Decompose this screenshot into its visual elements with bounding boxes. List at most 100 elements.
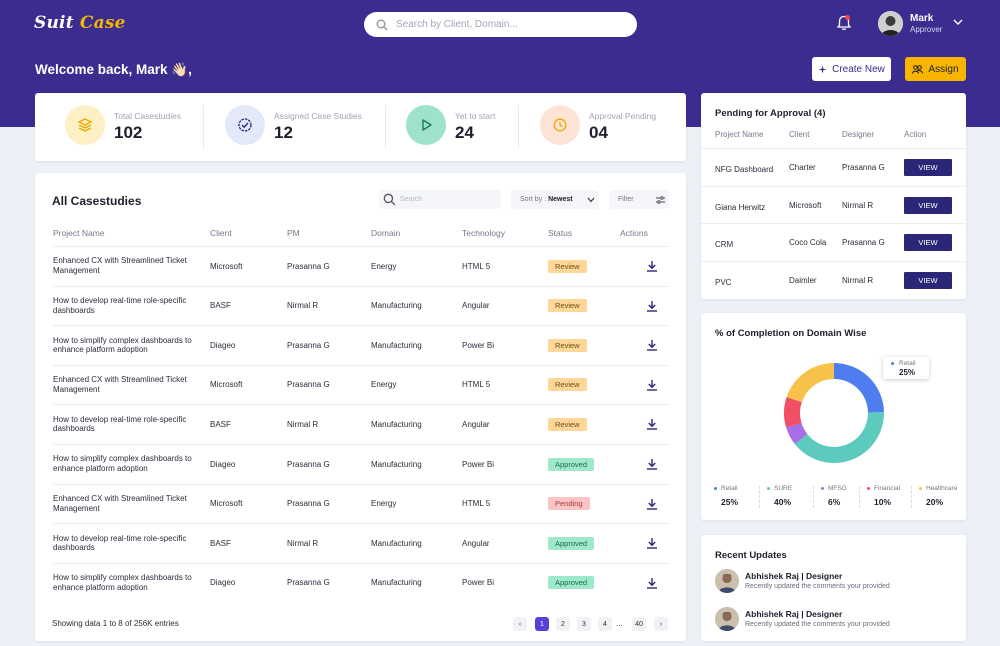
table-row[interactable]: Enhanced CX with Streamlined Ticket Mana… — [52, 246, 669, 286]
table-search-input[interactable] — [400, 196, 495, 203]
technology-cell: Angular — [462, 538, 490, 548]
status-cell: Review — [548, 247, 587, 285]
divider — [385, 105, 386, 149]
status-badge: Review — [548, 378, 587, 392]
avatar — [715, 607, 739, 631]
chart-tooltip: Retail 25% — [883, 357, 929, 379]
page-button-1[interactable]: 1 — [535, 617, 549, 631]
app-logo[interactable]: Suit Case — [34, 13, 126, 33]
update-item[interactable]: Abhishek Raj | Designer Recently updated … — [715, 569, 955, 595]
column-header-technology: Technology — [462, 228, 506, 238]
stat-label: Approval Pending — [589, 111, 657, 121]
domain-completion-chart-card: % of Completion on Domain Wise Retail 25… — [701, 313, 966, 520]
donut-slice-sure[interactable] — [794, 412, 884, 463]
user-role: Approver — [910, 25, 943, 34]
legend-dot — [821, 487, 824, 490]
tooltip-label: Retail — [899, 360, 916, 367]
table-row[interactable]: Enhanced CX with Streamlined Ticket Mana… — [52, 483, 669, 524]
download-icon[interactable] — [646, 379, 658, 391]
search-input[interactable] — [396, 19, 616, 30]
download-icon[interactable] — [646, 339, 658, 351]
donut-chart — [784, 363, 884, 463]
status-cell: Review — [548, 366, 587, 404]
donut-slice-financial[interactable] — [784, 396, 802, 428]
assign-button[interactable]: Assign — [905, 57, 966, 81]
pending-row: PVC Daimler Nirmal R VIEW — [701, 260, 966, 298]
donut-slice-retail[interactable] — [834, 363, 884, 413]
client-cell: Diageo — [210, 340, 236, 350]
table-row[interactable]: How to simplify complex dashboards to en… — [52, 444, 669, 484]
stat-label: Yet to start — [455, 111, 496, 121]
table-row[interactable]: How to develop real-time role-specific d… — [52, 523, 669, 563]
sort-dropdown[interactable]: Sort by : Newest — [511, 190, 599, 209]
pm-cell: Nirmal R — [287, 419, 319, 429]
download-icon[interactable] — [646, 537, 658, 549]
domain-cell: Manufacturing — [371, 419, 422, 429]
donut-slice-healthcare[interactable] — [786, 363, 834, 403]
table-footer-info: Showing data 1 to 8 of 256K entries — [52, 619, 179, 628]
client-cell: Daimler — [789, 275, 817, 285]
view-button[interactable]: VIEW — [904, 196, 952, 214]
page-button-3[interactable]: 3 — [577, 617, 591, 631]
prev-page-button[interactable]: ‹ — [513, 617, 527, 631]
chart-title: % of Completion on Domain Wise — [715, 328, 867, 339]
download-icon[interactable] — [646, 458, 658, 470]
pm-cell: Nirmal R — [287, 301, 319, 311]
stat-total-casestudies: Total Casestudies 102 — [35, 93, 197, 161]
legend-dot — [714, 487, 717, 490]
legend-dot — [767, 487, 770, 490]
stats-panel: Total Casestudies 102 Assigned Case Stud… — [35, 93, 686, 161]
table-row[interactable]: How to simplify complex dashboards to en… — [52, 562, 669, 603]
stat-value: 12 — [274, 123, 293, 142]
create-new-label: Create New — [832, 63, 885, 75]
page-button-2[interactable]: 2 — [556, 617, 570, 631]
page-button-40[interactable]: 40 — [632, 617, 646, 631]
create-new-button[interactable]: Create New — [812, 57, 891, 81]
download-icon[interactable] — [646, 260, 658, 272]
update-message: Recently updated the comments your provi… — [745, 583, 890, 590]
download-icon[interactable] — [646, 498, 658, 510]
notification-dot — [845, 15, 850, 20]
status-badge: Review — [548, 299, 587, 313]
domain-cell: Manufacturing — [371, 340, 422, 350]
chevron-down-icon[interactable] — [953, 18, 963, 26]
next-page-button[interactable]: › — [654, 617, 668, 631]
table-row[interactable]: How to develop real-time role-specific d… — [52, 404, 669, 444]
global-search[interactable] — [364, 12, 637, 37]
view-button[interactable]: VIEW — [904, 234, 952, 251]
client-cell: Diageo — [210, 459, 236, 469]
view-button[interactable]: VIEW — [904, 271, 952, 289]
legend-item-sure: SURE 40% — [767, 485, 817, 507]
table-row[interactable]: Enhanced CX with Streamlined Ticket Mana… — [52, 364, 669, 405]
table-search[interactable] — [379, 190, 501, 209]
client-cell: Microsoft — [789, 200, 822, 210]
table-row[interactable]: How to simplify complex dashboards to en… — [52, 325, 669, 365]
domain-cell: Manufacturing — [371, 301, 422, 311]
section-title: All Casestudies — [52, 194, 142, 208]
pm-cell: Nirmal R — [287, 538, 319, 548]
bell-icon[interactable] — [835, 14, 853, 32]
user-avatar[interactable] — [878, 11, 903, 36]
client-cell: BASF — [210, 301, 231, 311]
project-name-cell: How to simplify complex dashboards to en… — [53, 454, 192, 473]
filter-label: Filter — [618, 196, 634, 203]
legend-label: Healthcare — [926, 485, 958, 492]
table-row[interactable]: How to develop real-time role-specific d… — [52, 285, 669, 326]
column-header-project: Project Name — [53, 228, 105, 238]
filter-button[interactable]: Filter — [609, 190, 669, 209]
status-badge: Review — [548, 338, 587, 352]
domain-cell: Energy — [371, 380, 397, 390]
client-cell: Microsoft — [210, 499, 243, 509]
pending-row: NFG Dashboard Charter Prasanna G VIEW — [701, 148, 966, 185]
technology-cell: Power Bi — [462, 459, 495, 469]
project-name-cell: Enhanced CX with Streamlined Ticket Mana… — [53, 494, 187, 513]
download-icon[interactable] — [646, 418, 658, 431]
view-button[interactable]: VIEW — [904, 159, 952, 176]
download-icon[interactable] — [646, 300, 658, 312]
update-item[interactable]: Abhishek Raj | Designer Recently updated … — [715, 607, 955, 633]
pm-cell: Prasanna G — [287, 261, 330, 271]
download-icon[interactable] — [646, 577, 658, 589]
page-button-4[interactable]: 4 — [598, 617, 612, 631]
donut-slice-mfsg[interactable] — [786, 422, 808, 445]
legend-label-row: SURE — [767, 485, 817, 492]
